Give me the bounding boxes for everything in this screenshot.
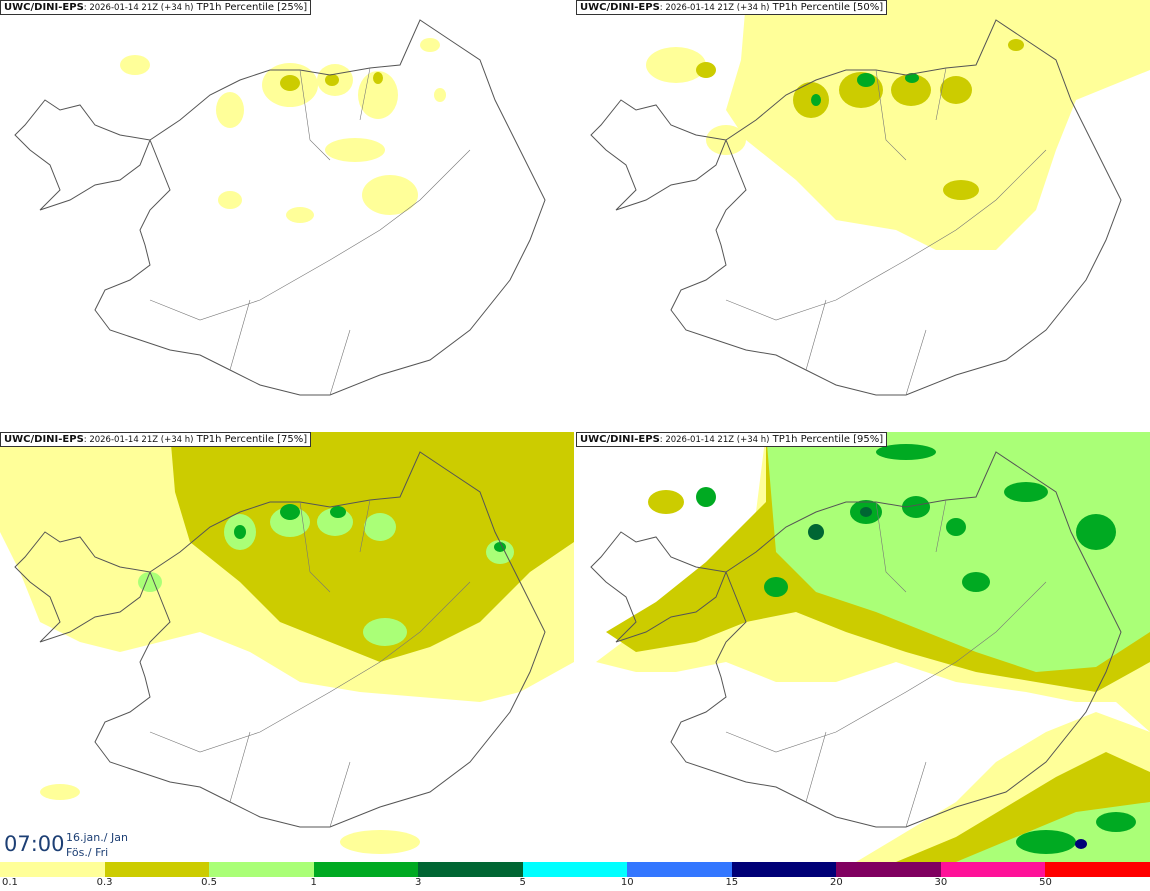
colorbar-tick-label: 20 [829,877,843,888]
iceland-coastline [14,19,546,396]
panel-title: UWC/DINI-EPS: 2026-01-14 21Z (+34 h) TP1… [576,432,888,447]
panel-title: UWC/DINI-EPS: 2026-01-14 21Z (+34 h) TP1… [576,0,888,15]
valid-date: 16.jan./ Jan [66,831,128,844]
colorbar-segment [522,862,628,877]
colorbar-segment [940,862,1046,877]
iceland-coastline [14,451,546,828]
colorbar-segment [209,862,314,877]
road-network [149,499,471,828]
colorbar-tick-label: 3 [414,877,422,888]
colorbar-tick-label: 1 [310,877,317,888]
colorbar-segment [1045,862,1150,877]
colorbar-segment [0,862,105,877]
precip-map-p75 [0,432,574,854]
colorbar-tick-label: 0.5 [201,877,218,888]
colorbar-labels: 0.1 0.3 0.5 1 3 5 10 15 20 30 50 [0,877,1150,891]
map-panel-p25: UWC/DINI-EPS: 2026-01-14 21Z (+34 h) TP1… [0,0,574,430]
panel-title: UWC/DINI-EPS: 2026-01-14 21Z (+34 h) TP1… [0,432,312,447]
colorbar-segment [313,862,419,877]
precip-shading [596,432,1150,862]
valid-time-box: 07:00 16.jan./ Jan Fös./ Fri [0,826,140,862]
colorbar-tick-label: 15 [725,877,739,888]
precip-map-p50 [590,0,1150,396]
colorbar-segment [731,862,837,877]
panel-title: UWC/DINI-EPS: 2026-01-14 21Z (+34 h) TP1… [0,0,312,15]
iceland-coastline [590,19,1122,396]
road-network [149,67,471,396]
colorbar-tick-label: 30 [934,877,948,888]
iceland-coastline [590,451,1122,828]
colorbar-tick-label: 0.1 [2,877,18,888]
precip-map-p95 [590,432,1150,862]
precip-shading [0,432,574,854]
precip-shading [646,0,1150,250]
map-panel-p95: UWC/DINI-EPS: 2026-01-14 21Z (+34 h) TP1… [576,432,1150,862]
colorbar-segment [418,862,523,877]
road-network [725,499,1047,828]
map-panel-p50: UWC/DINI-EPS: 2026-01-14 21Z (+34 h) TP1… [576,0,1150,430]
colorbar-tick-label: 5 [519,877,526,888]
precip-colorbar [0,862,1150,877]
colorbar-tick-label: 10 [620,877,634,888]
colorbar-segment [104,862,210,877]
valid-time: 07:00 [4,832,65,856]
precip-shading [120,38,446,223]
colorbar-tick-label: 0.3 [96,877,113,888]
colorbar-segment [627,862,732,877]
precip-map-p25 [14,19,546,396]
road-network [725,67,1047,396]
valid-day: Fös./ Fri [66,846,109,859]
panel-divider-horizontal [0,430,1150,432]
colorbar-segment [836,862,941,877]
map-panel-p75: UWC/DINI-EPS: 2026-01-14 21Z (+34 h) TP1… [0,432,574,862]
colorbar-tick-label: 50 [1039,877,1052,888]
